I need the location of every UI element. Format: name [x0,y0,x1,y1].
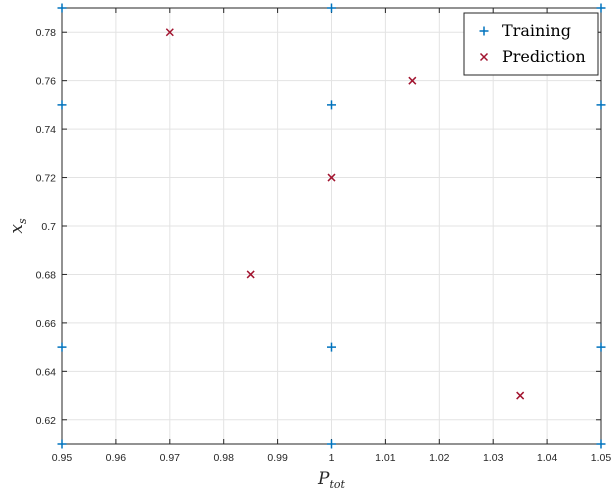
training-point [57,100,67,110]
prediction-point [165,28,174,37]
legend-box [463,12,599,76]
legend-marker-symbol [479,52,489,62]
prediction-point [327,173,336,182]
y-axis-label: xs [7,218,29,234]
training-point [327,3,336,13]
marker-stroke [246,270,255,279]
legend-label-prediction: Prediction [502,47,586,66]
y-tick-label: 0.76 [36,76,57,88]
x-tick-label: 0.97 [160,452,181,464]
marker-stroke [327,173,336,182]
training-point [327,342,336,352]
y-tick-label: 0.62 [36,415,57,427]
training-point [596,3,606,13]
x-tick-labels: 0.95 0.96 0.97 0.98 0.99 1 1.01 1.02 1.03 1.04 1.0… [52,452,612,464]
y-tick-label: 0.7 [41,221,56,233]
y-tick-label: 0.68 [36,269,57,281]
marker-stroke [408,76,417,85]
x-tick-label: 0.96 [106,452,127,464]
legend-marker-training [479,26,489,36]
y-axis-label-main: x [7,224,27,234]
x-tick-label: 1.01 [375,452,396,464]
legend-marker-prediction [479,52,489,62]
x-tick-label: 1.04 [537,452,558,464]
x-axis-label-main: P [317,469,330,489]
training-point [596,342,606,352]
prediction-point [516,391,525,400]
x-tick-label: 1.03 [483,452,504,464]
legend-marker-symbol [479,26,489,36]
x-tick-label: 1.05 [591,452,612,464]
training-point [57,342,67,352]
x-tick-label: 1.02 [429,452,450,464]
x-axis-label-sub: tot [329,478,345,491]
y-tick-labels: 0.62 0.64 0.66 0.68 0.7 0.72 0.74 0.76 0.78 [36,27,57,427]
marker-stroke [165,28,174,37]
marker-stroke [516,391,525,400]
x-axis-label: Ptot [317,469,345,491]
training-point [327,439,336,449]
prediction-point [408,76,417,85]
data-points [57,3,606,449]
x-tick-label: 0.95 [52,452,73,464]
training-point [57,3,67,13]
training-point [596,439,606,449]
training-point [57,439,67,449]
x-tick-label: 1 [329,452,335,464]
x-tick-label: 0.98 [213,452,234,464]
marker-stroke [479,52,489,62]
y-tick-label: 0.74 [36,124,57,136]
legend: Training Prediction [463,12,599,76]
y-tick-label: 0.64 [36,366,57,378]
x-tick-label: 0.99 [267,452,288,464]
training-point [327,100,336,110]
legend-label-training: Training [502,21,571,40]
y-axis-label-sub: s [16,218,29,224]
y-tick-label: 0.66 [36,318,57,330]
y-tick-label: 0.72 [36,173,57,185]
training-point [596,100,606,110]
prediction-point [246,270,255,279]
y-tick-label: 0.78 [36,27,57,39]
